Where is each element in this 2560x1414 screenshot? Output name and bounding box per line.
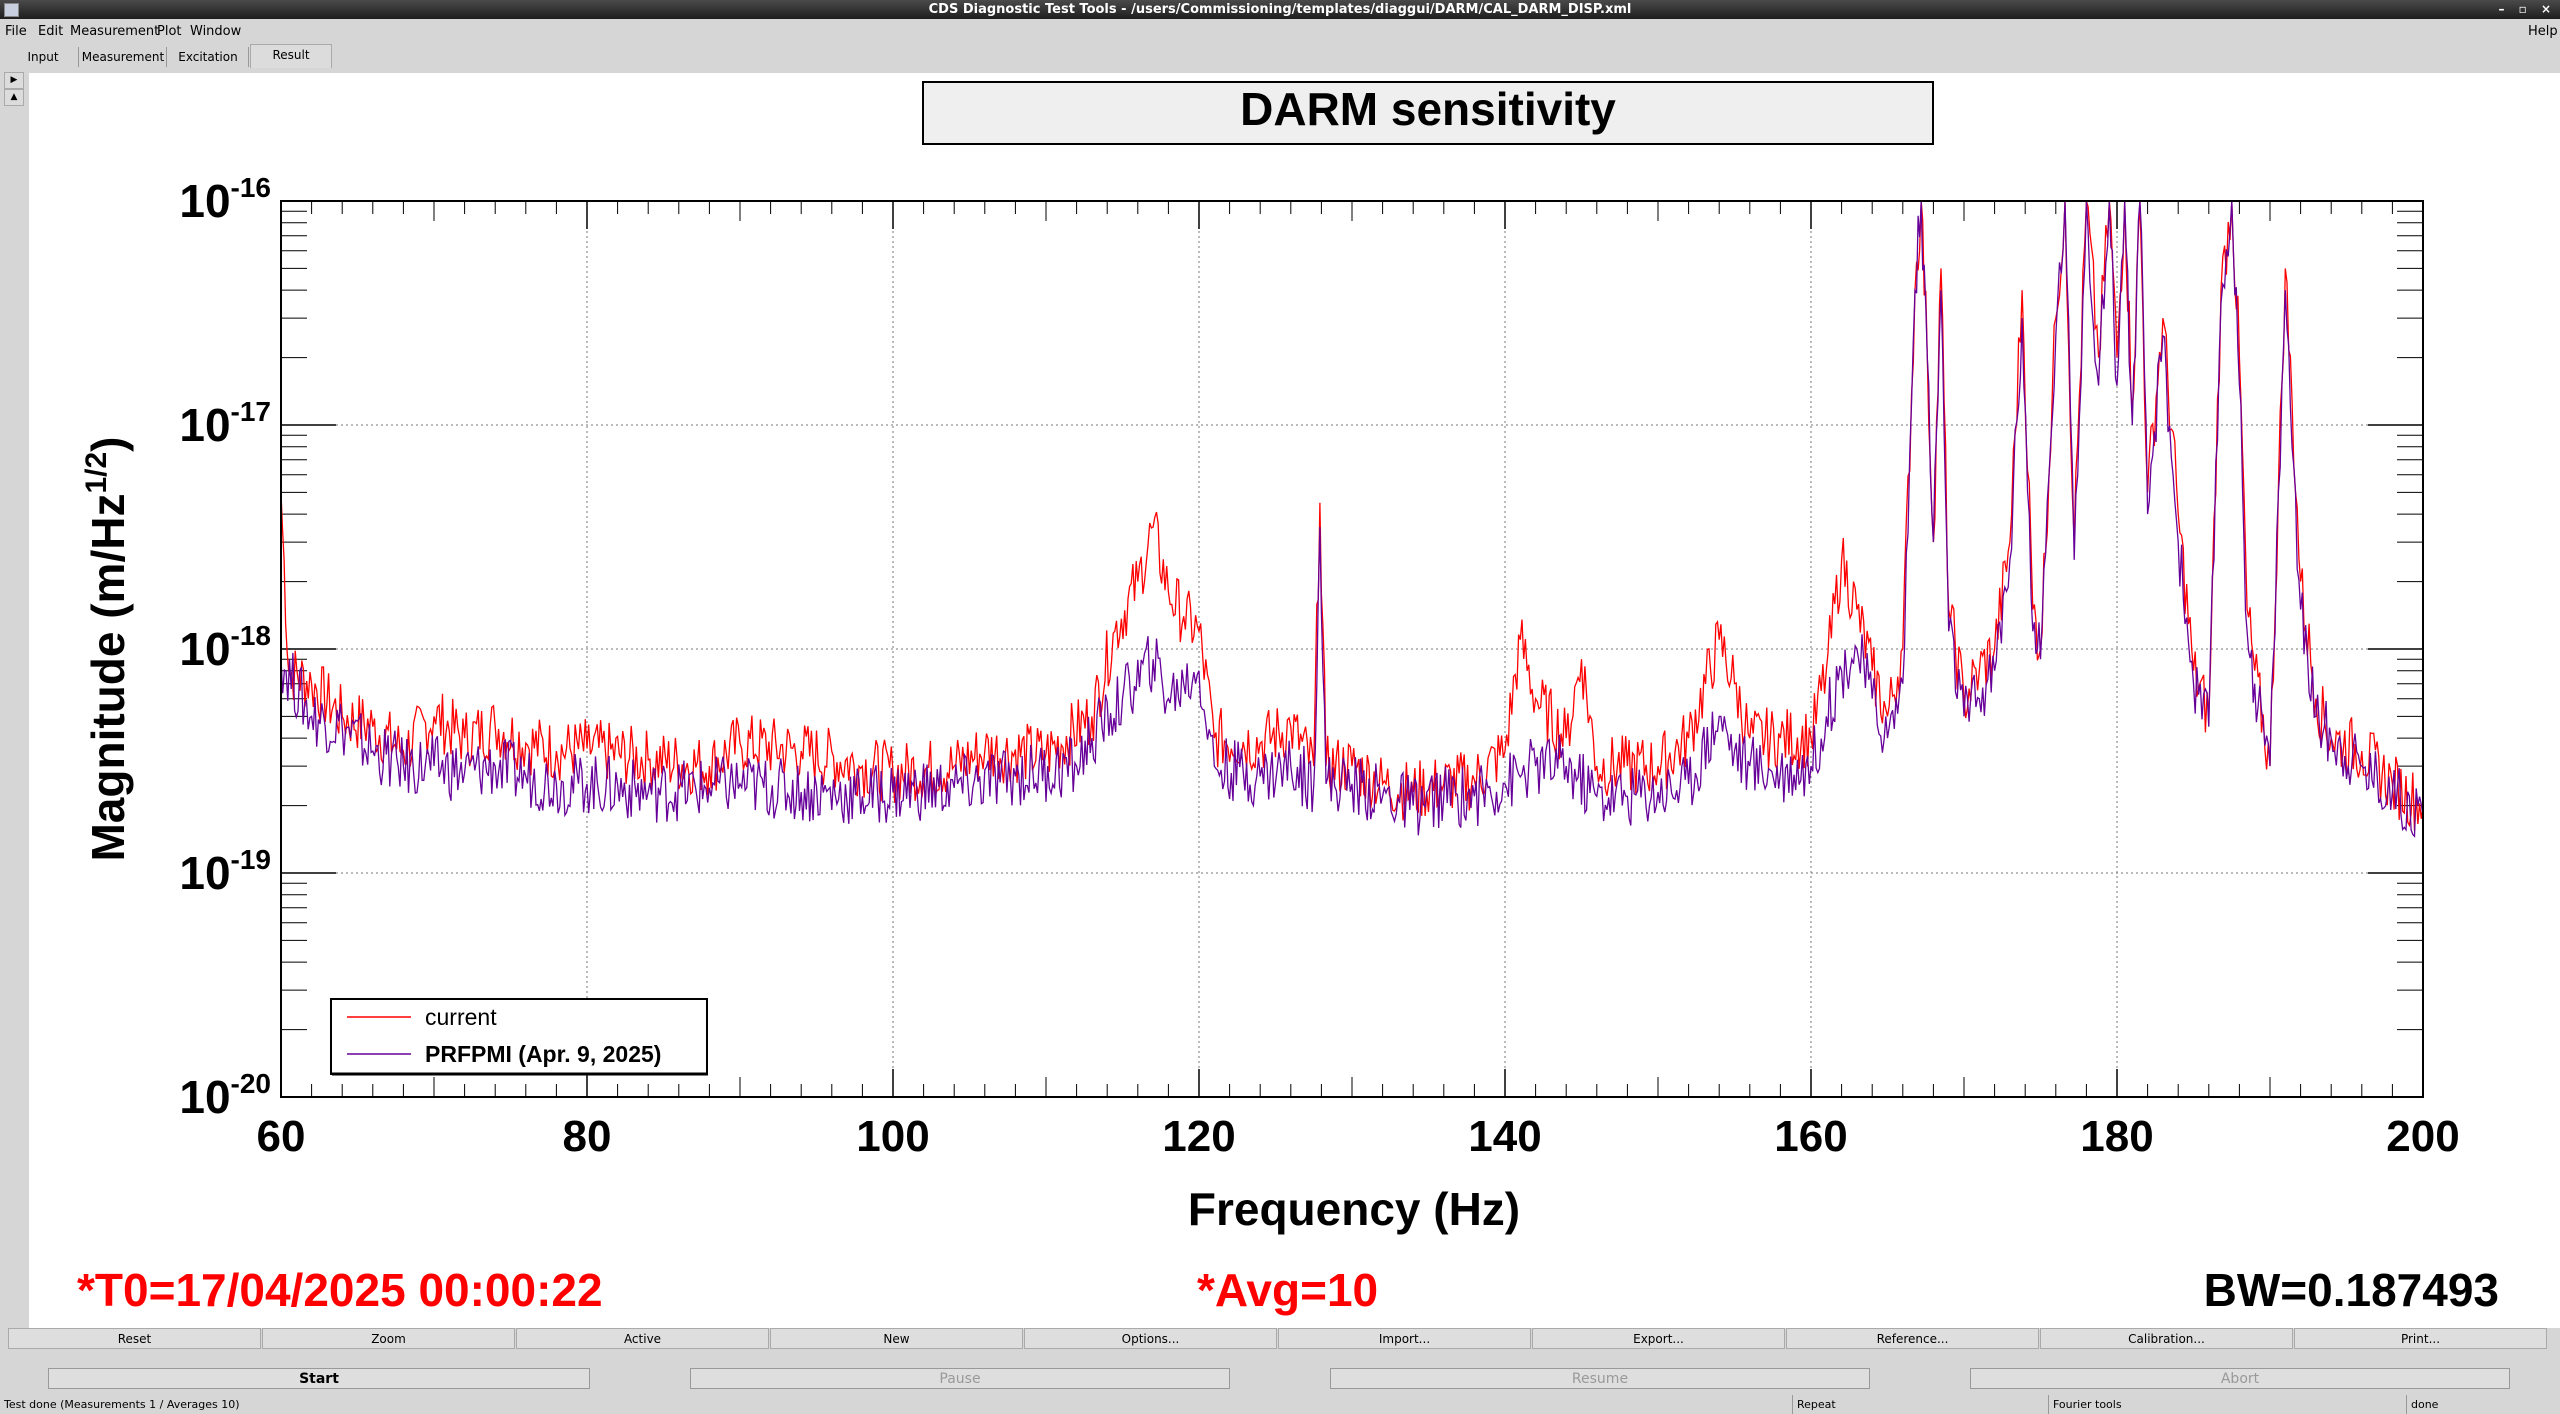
- menu-measurement[interactable]: Measurement: [70, 24, 160, 39]
- tab-bar: Input Measurement Excitation Result: [0, 44, 2560, 69]
- y-axis-label: Magnitude (m/Hz1/2): [80, 436, 134, 861]
- abort-button[interactable]: Abort: [1970, 1368, 2510, 1389]
- x-tick-label: 80: [563, 1112, 612, 1161]
- start-button[interactable]: Start: [48, 1368, 590, 1389]
- plot-toolbar: Reset Zoom Active New Options... Import.…: [0, 1328, 2560, 1350]
- plot-frame: [280, 200, 2424, 1098]
- menu-plot[interactable]: Plot: [157, 24, 182, 39]
- menu-bar: File Edit Measurement Plot Window Help: [0, 22, 2560, 42]
- expand-arrow-icon[interactable]: ▶: [4, 72, 24, 89]
- window-controls[interactable]: – ▫ ×: [2498, 2, 2556, 16]
- x-tick-label: 140: [1468, 1112, 1541, 1161]
- status-fourier: Fourier tools: [2048, 1395, 2122, 1414]
- tab-result[interactable]: Result: [250, 44, 332, 68]
- import-button[interactable]: Import...: [1278, 1328, 1531, 1349]
- options-button[interactable]: Options...: [1024, 1328, 1277, 1349]
- x-axis-label: Frequency (Hz): [1188, 1183, 1520, 1235]
- print-button[interactable]: Print...: [2294, 1328, 2547, 1349]
- new-button[interactable]: New: [770, 1328, 1023, 1349]
- reset-button[interactable]: Reset: [8, 1328, 261, 1349]
- menu-window[interactable]: Window: [190, 24, 242, 39]
- menu-file[interactable]: File: [5, 24, 27, 39]
- calibration-button[interactable]: Calibration...: [2040, 1328, 2293, 1349]
- series-line-current: [280, 200, 2424, 831]
- status-message: Test done (Measurements 1 / Averages 10): [4, 1398, 240, 1411]
- window-title: CDS Diagnostic Test Tools - /users/Commi…: [928, 2, 1632, 17]
- y-tick-label: 10-20: [179, 1068, 271, 1123]
- title-box: [922, 81, 1934, 145]
- status-bar: Test done (Measurements 1 / Averages 10)…: [0, 1395, 2560, 1414]
- pause-button[interactable]: Pause: [690, 1368, 1230, 1389]
- window-titlebar: CDS Diagnostic Test Tools - /users/Commi…: [0, 0, 2560, 19]
- legend-label-current: current: [425, 1004, 497, 1030]
- menu-help[interactable]: Help: [2528, 24, 2558, 39]
- bw-label: BW=0.187493: [2204, 1264, 2499, 1316]
- resume-button[interactable]: Resume: [1330, 1368, 1870, 1389]
- reference-button[interactable]: Reference...: [1786, 1328, 2039, 1349]
- x-tick-label: 120: [1162, 1112, 1235, 1161]
- app-icon: [4, 3, 19, 17]
- legend[interactable]: current PRFPMI (Apr. 9, 2025): [330, 998, 708, 1076]
- legend-label-prfpmi: PRFPMI (Apr. 9, 2025): [425, 1041, 661, 1067]
- tab-excitation[interactable]: Excitation: [168, 47, 249, 67]
- plot-canvas[interactable]: DARM sensitivity 60 80 100 120 140 160 180 200 …: [29, 73, 2560, 1328]
- active-button[interactable]: Active: [516, 1328, 769, 1349]
- y-tick-label: 10-17: [179, 396, 271, 451]
- plot-svg: DARM sensitivity 60 80 100 120 140 160 180 200 …: [77, 81, 2499, 1316]
- x-tick-label: 160: [1774, 1112, 1847, 1161]
- x-tick-label: 100: [856, 1112, 929, 1161]
- export-button[interactable]: Export...: [1532, 1328, 1785, 1349]
- y-tick-label: 10-18: [179, 620, 271, 675]
- y-tick-label: 10-16: [179, 172, 271, 227]
- collapse-arrow-icon[interactable]: ▲: [4, 89, 24, 106]
- x-tick-label: 60: [257, 1112, 306, 1161]
- tab-input[interactable]: Input: [8, 47, 79, 67]
- x-tick-label: 200: [2386, 1112, 2459, 1161]
- plot-title: DARM sensitivity: [1240, 83, 1616, 135]
- t0-label: *T0=17/04/2025 00:00:22: [77, 1264, 603, 1316]
- avg-label: *Avg=10: [1197, 1264, 1378, 1316]
- menu-edit[interactable]: Edit: [38, 24, 64, 39]
- y-tick-label: 10-19: [179, 844, 271, 899]
- zoom-button[interactable]: Zoom: [262, 1328, 515, 1349]
- x-tick-label: 180: [2080, 1112, 2153, 1161]
- status-state: done: [2406, 1395, 2438, 1414]
- grid: [281, 201, 2423, 1097]
- status-repeat: Repeat: [1792, 1395, 1836, 1414]
- tab-measurement[interactable]: Measurement: [80, 47, 167, 67]
- series-line-prfpmi: [280, 200, 2424, 838]
